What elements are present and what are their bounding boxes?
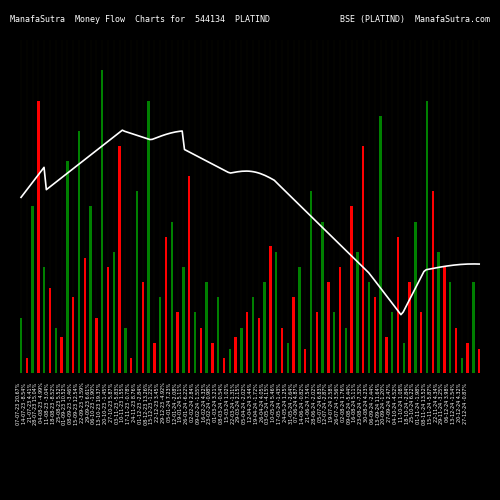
Bar (316, 312, 318, 373)
Bar (252, 297, 254, 373)
Bar (246, 312, 248, 373)
Bar (368, 282, 370, 373)
Bar (478, 348, 480, 373)
Bar (292, 297, 295, 373)
Bar (66, 161, 68, 373)
Bar (124, 328, 126, 373)
Bar (228, 348, 231, 373)
Bar (188, 176, 190, 373)
Bar (101, 70, 103, 373)
Bar (455, 328, 457, 373)
Bar (234, 336, 237, 373)
Text: ManafaSutra  Money Flow  Charts for  544134  PLATIND: ManafaSutra Money Flow Charts for 544134… (10, 15, 270, 24)
Bar (142, 282, 144, 373)
Bar (432, 192, 434, 373)
Bar (322, 222, 324, 373)
Bar (26, 358, 28, 373)
Bar (426, 100, 428, 373)
Bar (275, 252, 278, 373)
Bar (350, 206, 353, 373)
Bar (298, 267, 300, 373)
Bar (96, 318, 98, 373)
Bar (118, 146, 121, 373)
Bar (206, 282, 208, 373)
Bar (281, 328, 283, 373)
Bar (148, 100, 150, 373)
Bar (54, 328, 57, 373)
Bar (84, 258, 86, 373)
Bar (339, 267, 341, 373)
Bar (397, 236, 399, 373)
Bar (136, 192, 138, 373)
Bar (176, 312, 179, 373)
Bar (344, 328, 347, 373)
Bar (304, 348, 306, 373)
Bar (258, 318, 260, 373)
Bar (438, 252, 440, 373)
Bar (223, 358, 225, 373)
Bar (356, 252, 358, 373)
Bar (286, 342, 289, 373)
Bar (200, 328, 202, 373)
Bar (264, 282, 266, 373)
Bar (362, 146, 364, 373)
Text: BSE (PLATIND)  ManafaSutra.com: BSE (PLATIND) ManafaSutra.com (340, 15, 490, 24)
Bar (466, 342, 469, 373)
Bar (112, 252, 115, 373)
Bar (154, 342, 156, 373)
Bar (43, 267, 46, 373)
Bar (165, 236, 167, 373)
Bar (391, 312, 394, 373)
Bar (449, 282, 452, 373)
Bar (211, 342, 214, 373)
Bar (20, 318, 22, 373)
Bar (170, 222, 173, 373)
Bar (49, 288, 51, 373)
Bar (182, 267, 184, 373)
Bar (194, 312, 196, 373)
Bar (217, 297, 220, 373)
Bar (402, 342, 405, 373)
Bar (380, 116, 382, 373)
Bar (333, 312, 336, 373)
Bar (130, 358, 132, 373)
Bar (107, 267, 109, 373)
Bar (159, 297, 162, 373)
Bar (374, 297, 376, 373)
Bar (32, 206, 34, 373)
Bar (90, 206, 92, 373)
Bar (408, 282, 411, 373)
Bar (414, 222, 416, 373)
Bar (269, 246, 272, 373)
Bar (310, 192, 312, 373)
Bar (420, 312, 422, 373)
Bar (443, 267, 446, 373)
Bar (385, 336, 388, 373)
Bar (472, 282, 474, 373)
Bar (72, 297, 74, 373)
Bar (240, 328, 242, 373)
Bar (78, 131, 80, 373)
Bar (60, 336, 63, 373)
Bar (460, 358, 463, 373)
Bar (327, 282, 330, 373)
Bar (38, 100, 40, 373)
